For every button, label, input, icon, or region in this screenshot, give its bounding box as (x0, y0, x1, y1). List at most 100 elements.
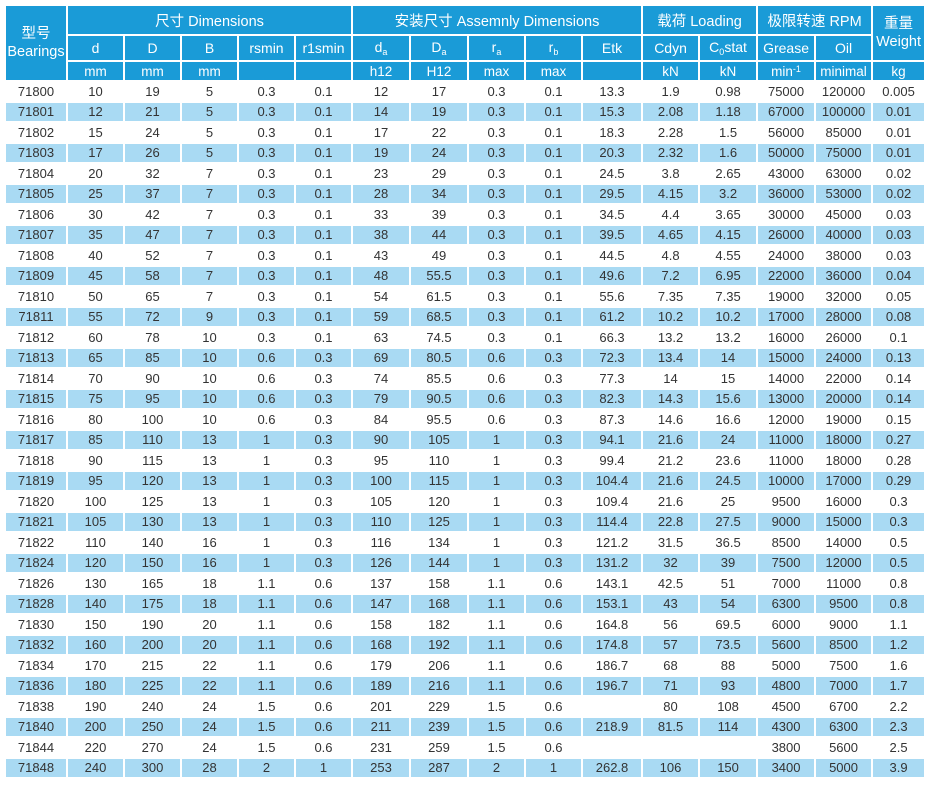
col-r1smin: r1smin (296, 36, 351, 60)
cell: 49.6 (583, 266, 642, 285)
cell: 229 (411, 697, 467, 716)
cell: 186.7 (583, 656, 642, 675)
cell: 0.6 (526, 738, 581, 757)
cell: 70 (68, 369, 123, 388)
cell: 20 (182, 635, 237, 654)
cell: 90 (125, 369, 180, 388)
cell: 12 (68, 102, 123, 121)
cell: 0.3 (296, 512, 351, 531)
cell: 108 (700, 697, 757, 716)
cell: 0.03 (873, 246, 925, 265)
cell: 77.3 (583, 369, 642, 388)
cell: 16000 (758, 328, 815, 347)
cell: 18 (182, 594, 237, 613)
unit-C0stat-kN: kN (700, 62, 757, 80)
cell: 1 (469, 471, 524, 490)
cell: 61.5 (411, 287, 467, 306)
bearing-model-cell: 71844 (6, 738, 66, 757)
cell: 240 (68, 758, 123, 777)
cell: 6000 (758, 615, 815, 634)
cell: 0.1 (296, 307, 351, 326)
cell: 11000 (758, 451, 815, 470)
cell: 5000 (758, 656, 815, 675)
table-row: 71819 95 120 13 1 0.3 100 115 1 0.3 104.4 21.6 24.5 1… (6, 471, 925, 490)
cell: 13 (182, 512, 237, 531)
cell: 2 (239, 758, 294, 777)
cell: 110 (125, 430, 180, 449)
cell: 0.3 (239, 328, 294, 347)
cell: 75000 (758, 82, 815, 101)
cell: 72.3 (583, 348, 642, 367)
cell: 18.3 (583, 123, 642, 142)
cell: 22 (182, 656, 237, 675)
cell: 16.6 (700, 410, 757, 429)
table-row: 71822 110 140 16 1 0.3 116 134 1 0.3 121.2 31.5 36.5… (6, 533, 925, 552)
cell: 0.3 (296, 492, 351, 511)
cell: 0.1 (296, 102, 351, 121)
cell: 158 (353, 615, 409, 634)
cell: 19 (353, 143, 409, 162)
cell: 0.6 (296, 717, 351, 736)
cell: 6.95 (700, 266, 757, 285)
cell: 45000 (816, 205, 872, 224)
cell: 14 (643, 369, 699, 388)
cell: 21.6 (643, 492, 699, 511)
bearing-model-cell: 71816 (6, 410, 66, 429)
col-D: D (125, 36, 180, 60)
cell: 17000 (816, 471, 872, 490)
cell: 1 (239, 471, 294, 490)
cell: 0.6 (296, 676, 351, 695)
cell: 0.3 (526, 512, 581, 531)
table-row: 71806 30 42 7 0.3 0.1 33 39 0.3 0.1 34.5 4.4 3.65 300… (6, 205, 925, 224)
cell: 1.7 (873, 676, 925, 695)
cell: 300 (125, 758, 180, 777)
cell: 0.3 (296, 553, 351, 572)
cell: 39 (700, 553, 757, 572)
cell: 0.1 (296, 328, 351, 347)
cell: 6300 (816, 717, 872, 736)
header-bearings: 型号 Bearings (6, 6, 66, 80)
bearing-model-cell: 71826 (6, 574, 66, 593)
cell: 13 (182, 492, 237, 511)
cell: 67000 (758, 102, 815, 121)
cell: 0.02 (873, 164, 925, 183)
bearing-model-cell: 71830 (6, 615, 66, 634)
bearing-model-cell: 71803 (6, 143, 66, 162)
unit-B-mm: mm (182, 62, 237, 80)
cell: 0.5 (873, 553, 925, 572)
table-row: 71801 12 21 5 0.3 0.1 14 19 0.3 0.1 15.3 2.08 1.18 67… (6, 102, 925, 121)
cell: 17000 (758, 307, 815, 326)
cell: 4.55 (700, 246, 757, 265)
cell: 22 (411, 123, 467, 142)
cell: 55.6 (583, 287, 642, 306)
cell: 6700 (816, 697, 872, 716)
bearing-model-cell: 71801 (6, 102, 66, 121)
cell: 0.3 (526, 533, 581, 552)
cell: 75000 (816, 143, 872, 162)
cell: 21 (125, 102, 180, 121)
cell: 29 (411, 164, 467, 183)
cell: 0.1 (296, 184, 351, 203)
cell: 100 (353, 471, 409, 490)
cell: 175 (125, 594, 180, 613)
cell: 0.3 (296, 410, 351, 429)
cell: 34 (411, 184, 467, 203)
group-loading: 载荷 Loading (643, 6, 757, 34)
cell: 3.65 (700, 205, 757, 224)
table-row: 71809 45 58 7 0.3 0.1 48 55.5 0.3 0.1 49.6 7.2 6.95 2… (6, 266, 925, 285)
cell: 81.5 (643, 717, 699, 736)
cell: 56 (643, 615, 699, 634)
unit-D-mm: mm (125, 62, 180, 80)
cell: 7000 (758, 574, 815, 593)
cell: 13.3 (583, 82, 642, 101)
cell: 32000 (816, 287, 872, 306)
cell: 150 (68, 615, 123, 634)
cell: 54 (700, 594, 757, 613)
cell: 1.1 (469, 635, 524, 654)
cell: 0.3 (526, 369, 581, 388)
cell: 115 (411, 471, 467, 490)
cell: 0.3 (526, 389, 581, 408)
cell: 20.3 (583, 143, 642, 162)
cell: 13000 (758, 389, 815, 408)
cell: 0.1 (526, 205, 581, 224)
